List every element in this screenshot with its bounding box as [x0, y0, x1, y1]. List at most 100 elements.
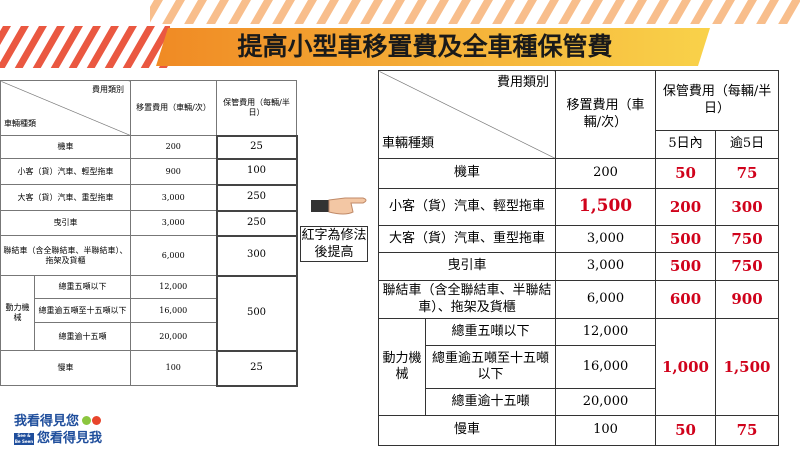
vehicle-type: 曳引車 — [0, 210, 131, 236]
storage-fee: 50 — [655, 158, 716, 189]
storage-fee: 250 — [215, 209, 298, 237]
storage-fee: 200 — [655, 188, 716, 226]
table-row: 慢車 100 25 — [0, 349, 298, 387]
vehicle-type: 總重逾十五噸 — [425, 388, 556, 416]
header-row: 5日內 逾5日 — [379, 130, 780, 159]
table-row: 總重逾十五噸 20,000 — [1, 322, 297, 351]
storage-fee: 300 — [215, 234, 298, 277]
header-row: 費用類別 車輛種類 移置費用（車輛/次） 保管費用（每輛/半日） — [378, 70, 780, 159]
pointing-hand-icon — [311, 197, 367, 215]
move-fee: 16,000 — [130, 298, 217, 323]
vehicle-type: 慢車 — [378, 415, 556, 446]
vehicle-type: 總重逾五噸至十五噸以下 — [34, 298, 131, 323]
vehicle-type: 總重逾五噸至十五噸以下 — [425, 345, 556, 389]
logo-dot — [82, 416, 92, 425]
header-row: 費用類別 車輛種類 移置費用（車輛/次） 保管費用（每輛/半日） — [0, 80, 297, 136]
vehicle-type: 小客（貨）汽車、輕型拖車 — [378, 188, 556, 226]
table-row: 機車 200 25 — [0, 134, 298, 160]
move-fee: 3,000 — [555, 252, 656, 281]
header-label: 費用類別 — [92, 85, 124, 94]
storage-fee: 600 — [655, 280, 716, 319]
column-header: 保管費用（每輛/半日） — [216, 80, 297, 136]
move-fee: 20,000 — [130, 322, 217, 351]
table-row: 聯結車（含全聯結車、半聯結車）、拖架及貨櫃 6,000 300 — [0, 234, 298, 277]
move-fee: 16,000 — [555, 345, 656, 389]
storage-fee: 300 — [714, 188, 780, 226]
storage-fee: 500 — [655, 252, 716, 281]
vehicle-type: 總重五噸以下 — [425, 318, 556, 346]
table-row: 總重逾五噸至十五噸以下 16,000 — [1, 298, 297, 323]
vehicle-type: 機車 — [378, 158, 556, 189]
storage-fee: 750 — [714, 252, 780, 281]
storage-fee: 1,000 — [655, 318, 716, 416]
move-fee: 200 — [555, 158, 656, 189]
move-fee: 3,000 — [130, 210, 217, 236]
table-row: 曳引車 3,000 250 — [0, 209, 298, 237]
title: 提高小型車移置費及全車種保管費 — [237, 32, 612, 61]
storage-fee: 50 — [655, 415, 716, 446]
vehicle-type: 曳引車 — [378, 252, 556, 281]
vehicle-type: 聯結車（含全聯結車、半聯結車）、拖架及貨櫃 — [378, 280, 556, 319]
storage-fee: 500 — [215, 274, 298, 352]
storage-fee: 75 — [714, 158, 780, 189]
note-box: 紅字為修法後提高 — [300, 226, 368, 262]
move-fee: 12,000 — [555, 318, 656, 346]
storage-fee: 75 — [714, 415, 780, 446]
move-fee: 200 — [130, 135, 217, 159]
group-label: 動力機械 — [0, 275, 35, 351]
table-row: 聯結車（含全聯結車、半聯結車）、拖架及貨櫃 6,000 600 900 — [378, 280, 780, 319]
move-fee: 3,000 — [130, 184, 217, 211]
column-header: 逾5日 — [714, 130, 780, 159]
move-fee: 1,500 — [555, 188, 656, 226]
table-row: 小客（貨）汽車、輕型拖車 1,500 200 300 — [378, 188, 780, 226]
logo-line-1: 我看得見您 — [14, 413, 102, 430]
move-fee: 6,000 — [555, 280, 656, 319]
vehicle-type: 大客（貨）汽車、重型拖車 — [0, 184, 131, 211]
storage-fee: 900 — [714, 280, 780, 319]
logo-badge: See & Be Seen — [14, 432, 34, 445]
header-corner: 費用類別車輛種類 — [378, 70, 556, 159]
table-row: 曳引車 3,000 500 750 — [378, 252, 780, 281]
banner: 提高小型車移置費及全車種保管費 — [0, 0, 800, 68]
table-row: 動力機械 總重五噸以下 12,000 1,000 1,500 — [378, 318, 780, 416]
logo-dot — [92, 416, 102, 425]
vehicle-type: 聯結車（含全聯結車、半聯結車）、拖架及貨櫃 — [0, 235, 131, 276]
table-row: 小客（貨）汽車、輕型拖車 900 100 — [0, 157, 298, 186]
move-fee: 3,000 — [555, 225, 656, 253]
column-header: 移置費用（車輛/次） — [555, 70, 656, 159]
vehicle-type: 慢車 — [0, 350, 131, 386]
column-header: 移置費用（車輛/次） — [130, 80, 217, 136]
vehicle-type: 大客（貨）汽車、重型拖車 — [378, 225, 556, 253]
table-row: 慢車 100 50 75 — [378, 415, 780, 446]
storage-fee: 250 — [215, 183, 298, 212]
header-corner: 費用類別車輛種類 — [0, 80, 131, 136]
vehicle-type: 機車 — [0, 135, 131, 159]
move-fee: 6,000 — [130, 235, 217, 276]
header-label: 車輛種類 — [4, 119, 36, 128]
move-fee: 900 — [130, 158, 217, 185]
group-label: 動力機械 — [378, 318, 426, 416]
logo: 我看得見您 See & Be Seen 您看得見我 — [14, 413, 102, 447]
header-label: 車輛種類 — [382, 135, 435, 151]
storage-fee: 1,500 — [714, 318, 780, 416]
move-fee: 100 — [555, 415, 656, 446]
table-row: 機車 200 50 75 — [378, 158, 780, 189]
storage-fee: 500 — [655, 225, 716, 253]
new-fee-table: 費用類別 車輛種類 移置費用（車輛/次） 保管費用（每輛/半日） 5日內 逾5日 機車 200… — [378, 70, 780, 446]
table-row: 大客（貨）汽車、重型拖車 3,000 500 750 — [378, 225, 780, 253]
column-header: 5日內 — [655, 130, 716, 159]
header-label: 費用類別 — [496, 75, 549, 90]
move-fee: 12,000 — [130, 275, 217, 299]
vehicle-type: 總重逾十五噸 — [34, 322, 131, 351]
table-row: 大客（貨）汽車、重型拖車 3,000 250 — [0, 183, 298, 212]
old-fee-table: 費用類別 車輛種類 移置費用（車輛/次） 保管費用（每輛/半日） 機車 200 25 小客（貨… — [0, 80, 298, 387]
move-fee: 20,000 — [555, 388, 656, 416]
logo-text: 您看得見我 — [37, 431, 103, 446]
storage-fee: 25 — [215, 134, 298, 160]
storage-fee: 100 — [215, 157, 298, 186]
table-row: 動力機械 總重五噸以下 12,000 500 — [0, 274, 298, 352]
logo-line-2: See & Be Seen 您看得見我 — [14, 430, 102, 447]
logo-text: 我看得見您 — [14, 414, 80, 429]
column-header: 保管費用（每輛/半日） — [654, 70, 780, 131]
